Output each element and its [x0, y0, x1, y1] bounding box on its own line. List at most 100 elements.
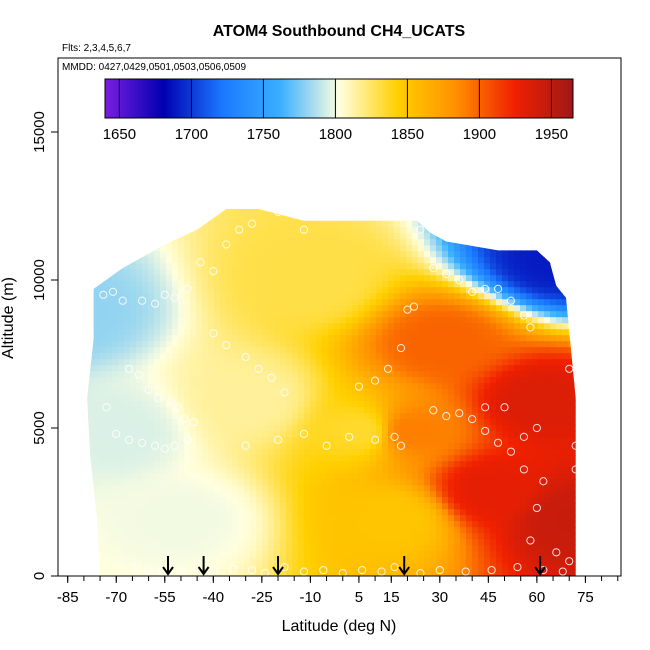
field-cell [268, 503, 275, 510]
field-cell [220, 377, 227, 384]
field-cell [352, 257, 359, 264]
field-cell [382, 491, 389, 498]
field-cell [112, 299, 119, 306]
field-cell [214, 245, 221, 252]
field-cell [466, 239, 473, 246]
field-cell [304, 263, 311, 270]
field-cell [148, 521, 155, 528]
field-cell [166, 275, 173, 282]
field-cell [142, 251, 149, 258]
field-cell [352, 473, 359, 480]
field-cell [190, 377, 197, 384]
field-cell [250, 335, 257, 342]
field-cell [70, 311, 77, 318]
field-cell [58, 323, 65, 330]
field-cell [124, 335, 131, 342]
field-cell [346, 251, 353, 258]
field-cell [334, 413, 341, 420]
field-cell [418, 461, 425, 468]
field-cell [88, 359, 95, 366]
field-cell [268, 299, 275, 306]
field-cell [334, 251, 341, 258]
field-cell [496, 257, 503, 264]
field-cell [142, 413, 149, 420]
field-cell [160, 221, 167, 228]
field-cell [208, 407, 215, 414]
field-cell [322, 407, 329, 414]
field-cell [87, 401, 89, 408]
field-cell [424, 281, 431, 288]
field-cell [496, 335, 503, 342]
field-cell [382, 467, 389, 474]
field-cell [508, 287, 515, 294]
field-cell [436, 413, 443, 420]
field-cell [496, 491, 503, 498]
field-cell [310, 305, 317, 312]
field-cell [112, 491, 119, 498]
field-cell [112, 359, 119, 366]
field-cell [310, 461, 317, 468]
field-cell [196, 323, 203, 330]
field-cell [352, 479, 359, 486]
field-cell [448, 287, 455, 294]
field-cell [136, 467, 143, 474]
field-cell [364, 317, 371, 324]
field-cell [286, 263, 293, 270]
field-cell [226, 437, 233, 444]
field-cell [490, 245, 497, 252]
field-cell [376, 545, 383, 552]
field-cell [226, 515, 233, 522]
field-cell [352, 269, 359, 276]
field-cell [244, 335, 251, 342]
field-cell [226, 545, 233, 552]
field-cell [508, 545, 515, 552]
field-cell [262, 545, 269, 552]
field-cell [262, 563, 269, 570]
field-cell [94, 347, 101, 354]
field-cell [394, 305, 401, 312]
field-cell [280, 329, 287, 336]
field-cell [172, 305, 179, 312]
field-cell [292, 359, 299, 366]
field-cell [352, 377, 359, 384]
field-cell [166, 407, 173, 414]
field-cell [388, 407, 395, 414]
field-cell [352, 539, 359, 546]
field-cell [442, 197, 449, 204]
field-cell [328, 437, 335, 444]
field-cell [400, 353, 407, 360]
field-cell [136, 515, 143, 522]
field-cell [346, 197, 353, 204]
field-cell [100, 215, 107, 222]
field-cell [166, 293, 173, 300]
field-cell [466, 419, 473, 426]
field-cell [406, 269, 413, 276]
field-cell [64, 503, 71, 510]
field-cell [256, 377, 263, 384]
field-cell [94, 311, 101, 318]
field-cell [154, 473, 161, 480]
field-cell [508, 539, 515, 546]
field-cell [466, 251, 473, 258]
field-cell [346, 269, 353, 276]
field-cell [106, 335, 113, 342]
field-cell [292, 305, 299, 312]
field-cell [364, 209, 371, 216]
field-cell [196, 209, 203, 216]
field-cell [358, 359, 365, 366]
field-cell [424, 503, 431, 510]
field-cell [448, 305, 455, 312]
field-cell [106, 413, 113, 420]
field-cell [160, 191, 167, 198]
field-cell [220, 419, 227, 426]
field-cell [370, 449, 377, 456]
field-cell [496, 515, 503, 522]
field-cell [256, 209, 263, 216]
field-cell [334, 455, 341, 462]
field-cell [460, 209, 467, 216]
field-cell [70, 323, 77, 330]
field-cell [292, 467, 299, 474]
field-cell [364, 263, 371, 270]
field-cell [256, 545, 263, 552]
field-cell [400, 431, 407, 438]
